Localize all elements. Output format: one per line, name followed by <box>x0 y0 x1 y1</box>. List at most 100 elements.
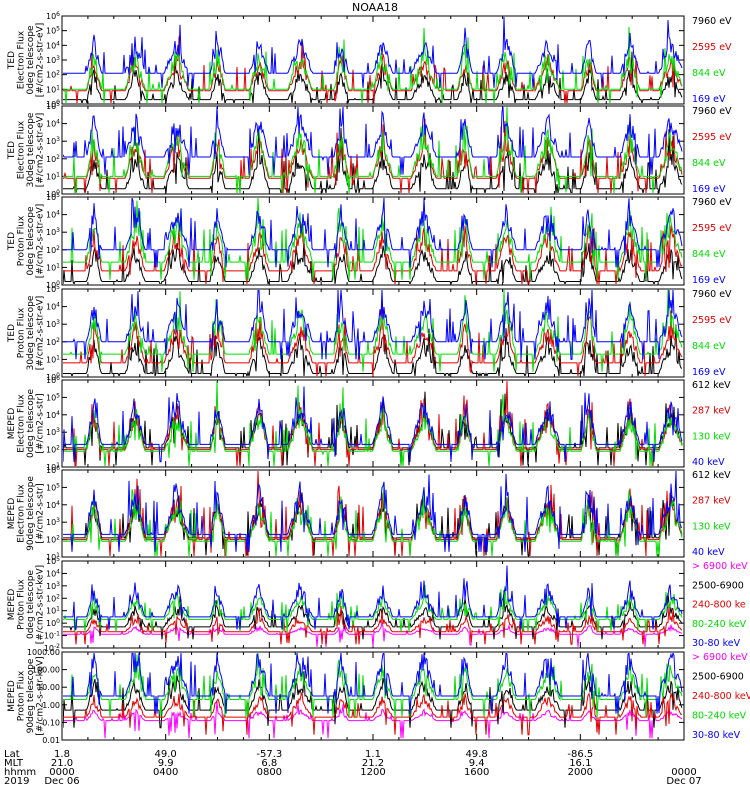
series-trace-black <box>63 51 683 103</box>
series-trace-magenta <box>63 701 683 739</box>
series-trace-black <box>63 238 683 284</box>
series-trace-blue <box>63 17 683 88</box>
data-layer <box>63 565 683 647</box>
legend-entry: 169 eV <box>692 184 726 195</box>
legend-entry: 7960 eV <box>692 197 732 208</box>
y-tick-label: 102 <box>46 535 60 545</box>
legend-entry: 40 keV <box>692 457 725 468</box>
x-axis-hhmm-label: 0000 <box>671 767 696 778</box>
y-tick-label: 105 <box>46 284 60 294</box>
series-trace-blue <box>63 290 683 360</box>
y-axis-label: TEDProton Flux30deg telescope[#/cm2-s-st… <box>7 295 46 370</box>
x-axis-lat-label: -86.5 <box>567 749 593 760</box>
x-axis-mlt-label: 9.4 <box>469 758 485 769</box>
legend-entry: 240-800 keV <box>692 691 750 702</box>
y-axis-label: MEPEDProton Flux0deg telescope[#/cm2-s-s… <box>7 565 46 644</box>
x-axis-mlt-label: 21.2 <box>362 758 384 769</box>
x-axis-lat-label: 1.8 <box>54 749 70 760</box>
series-trace-red <box>63 471 683 556</box>
legend-entry: 7960 eV <box>692 16 732 27</box>
legend-entry: 169 eV <box>692 367 726 378</box>
panel-meped-proton-90deg: 0.01 0.10 1.00 10.00 100.00 1000.00MEPEDProto… <box>7 648 750 745</box>
y-tick-label: 103 <box>46 55 60 65</box>
y-tick-label: 101 <box>46 462 60 472</box>
y-tick-label: 0.01 <box>42 736 60 745</box>
series-trace-red <box>63 299 683 376</box>
series-trace-blue <box>63 107 683 175</box>
y-tick-label: 101 <box>46 262 60 272</box>
y-tick-label: 104 <box>46 410 60 420</box>
data-layer <box>63 471 683 556</box>
x-axis-row-label: Lat <box>4 749 20 760</box>
y-tick-label: 101 <box>46 171 60 181</box>
x-axis-row-label: hhmm <box>4 767 36 778</box>
series-trace-green <box>63 381 683 466</box>
x-axis-hhmm-label: 0000 <box>49 767 74 778</box>
y-tick-label: 103 <box>46 227 60 237</box>
y-tick-label: 106 <box>46 375 60 385</box>
series-trace-green <box>63 107 683 193</box>
x-axis-lat-label: -57.3 <box>256 749 282 760</box>
y-tick-label: 10.00 <box>37 683 60 692</box>
x-axis-hhmm-label: 1200 <box>360 767 385 778</box>
y-tick-label: 105 <box>46 392 60 402</box>
legend-entry: 40 keV <box>692 547 725 558</box>
y-tick-label: 102 <box>46 245 60 255</box>
legend-entry: 130 keV <box>692 521 731 532</box>
y-tick-label: 1000.00 <box>27 648 60 657</box>
x-axis-date-label: Dec 06 <box>44 776 79 787</box>
y-tick-label: 103 <box>46 136 60 146</box>
y-tick-label: 100 <box>46 618 60 628</box>
series-trace-magenta <box>63 622 683 647</box>
legend-entry: 2500-6900 <box>692 580 744 591</box>
y-tick-label: 106 <box>46 11 60 21</box>
series-trace-blue <box>63 386 683 463</box>
y-tick-label: 106 <box>46 465 60 475</box>
y-tick-label: 0.10 <box>42 718 60 727</box>
series-trace-blue <box>63 198 683 268</box>
series-trace-blue <box>63 471 683 552</box>
chart-title: NOAA18 <box>351 1 399 14</box>
series-trace-green <box>63 26 683 103</box>
y-axis-label: TEDProton Flux0deg telescope[#/cm2-s-str… <box>7 204 46 279</box>
legend-entry: 2595 eV <box>692 42 732 53</box>
series-trace-green <box>63 584 683 632</box>
data-layer <box>63 653 683 739</box>
y-tick-label: 102 <box>46 70 60 80</box>
y-tick-label: 10-1 <box>44 631 60 641</box>
x-axis-mlt-label: 21.0 <box>51 758 73 769</box>
y-tick-label: 105 <box>46 192 60 202</box>
legend-entry: > 6900 keV <box>692 652 748 663</box>
series-trace-red <box>63 605 683 645</box>
y-tick-label: 105 <box>46 482 60 492</box>
legend-entry: 2595 eV <box>692 223 732 234</box>
series-trace-blue <box>63 565 683 630</box>
data-layer <box>63 107 683 193</box>
y-axis-label: MEPEDElectron Flux0deg telescope[#/cm2-s… <box>7 389 46 459</box>
legend-entry: 2595 eV <box>692 315 732 326</box>
data-layer <box>63 381 683 466</box>
y-tick-label: 104 <box>46 500 60 510</box>
y-axis-label: MEPEDProton Flux90deg telescope[#/cm2-s-… <box>7 656 46 735</box>
x-axis-lat-label: 49.8 <box>466 749 488 760</box>
legend-entry: > 6900 keV <box>692 561 748 572</box>
y-tick-label: 100 <box>46 372 60 382</box>
series-trace-black <box>63 590 683 640</box>
legend-entry: 169 eV <box>692 94 726 105</box>
y-tick-label: 104 <box>46 568 60 578</box>
legend-entry: 2500-6900 <box>692 672 744 683</box>
y-tick-label: 102 <box>46 593 60 603</box>
x-axis-mlt-label: 9.9 <box>158 758 174 769</box>
y-tick-label: 103 <box>46 319 60 329</box>
y-axis-label: TEDElectron Flux0deg telescope[#/cm2-s-s… <box>7 23 46 98</box>
data-layer <box>63 17 683 103</box>
legend-entry: 844 eV <box>692 341 726 352</box>
y-tick-label: 104 <box>46 40 60 50</box>
series-trace-green <box>63 653 683 718</box>
